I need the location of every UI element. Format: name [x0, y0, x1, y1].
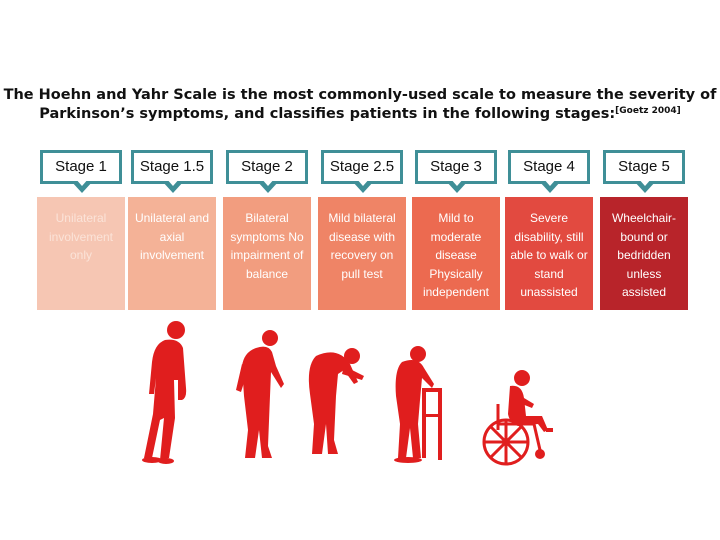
stage-column-2: Stage 2 Bilateral symptoms No impairment… [223, 150, 314, 310]
person-in-wheelchair-icon [482, 370, 553, 466]
standing-person-icon [142, 321, 187, 464]
person-with-walker-icon [394, 346, 442, 463]
title-citation: [Goetz 2004] [615, 106, 681, 116]
pointer-arrow-icon [539, 178, 561, 193]
pointer-arrow-icon [257, 178, 279, 193]
title-text: The Hoehn and Yahr Scale is the most com… [3, 87, 717, 122]
pointer-arrow-icon [446, 178, 468, 193]
pointer-arrow-icon [162, 178, 184, 193]
stage-column-2-5: Stage 2.5 Mild bilateral disease with re… [318, 150, 409, 310]
stage-column-1: Stage 1 Unilateral involvement only [37, 150, 128, 310]
pointer-arrow-icon [71, 178, 93, 193]
stage-description: Severe disability, still able to walk or… [505, 197, 593, 310]
stooped-person-icon [236, 330, 284, 458]
stage-description: Wheelchair-bound or bedridden unless ass… [600, 197, 688, 310]
stage-description: Unilateral involvement only [37, 197, 125, 310]
page-title: The Hoehn and Yahr Scale is the most com… [0, 86, 720, 124]
figures-row [0, 318, 720, 478]
stage-description: Mild bilateral disease with recovery on … [318, 197, 406, 310]
stage-description: Unilateral and axial involvement [128, 197, 216, 310]
pointer-arrow-icon [634, 178, 656, 193]
stage-column-1-5: Stage 1.5 Unilateral and axial involveme… [128, 150, 219, 310]
stage-column-3: Stage 3 Mild to moderate disease Physica… [412, 150, 503, 310]
stage-description: Bilateral symptoms No impairment of bala… [223, 197, 311, 310]
bent-over-person-icon [308, 348, 364, 454]
stage-column-4: Stage 4 Severe disability, still able to… [505, 150, 596, 310]
stage-label: Stage 4 [508, 150, 590, 184]
pointer-arrow-icon [352, 178, 374, 193]
stage-column-5: Stage 5 Wheelchair-bound or bedridden un… [600, 150, 691, 310]
stage-description: Mild to moderate disease Physically inde… [412, 197, 500, 310]
stage-label: Stage 3 [415, 150, 497, 184]
